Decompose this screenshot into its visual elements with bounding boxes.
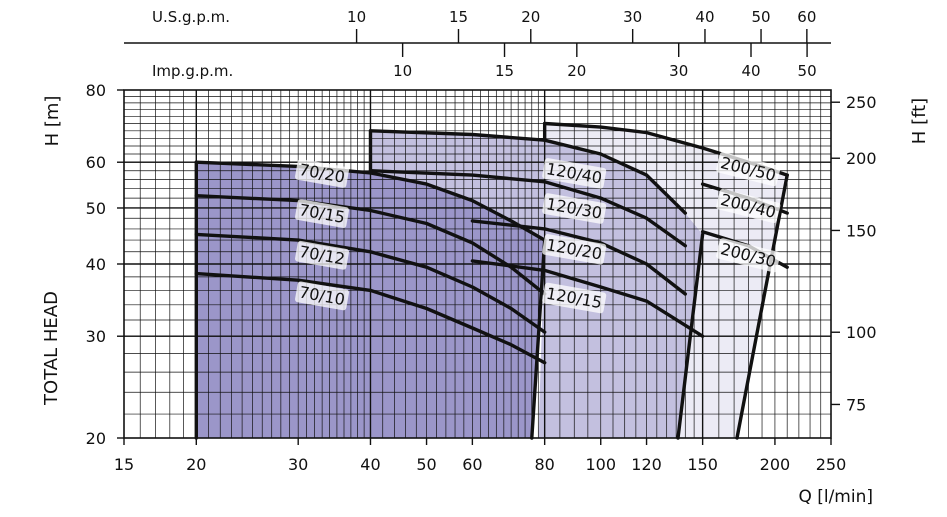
curve-120-30	[368, 169, 687, 248]
limit-line-1	[530, 238, 547, 440]
curve-label-bg	[542, 193, 607, 224]
top-axis-us-tick-label: 10	[347, 8, 366, 26]
curve-label-bg	[295, 199, 350, 228]
limit-line-2	[676, 232, 705, 440]
top-axis-us-label: U.S.g.p.m.	[152, 8, 230, 26]
top-axis-imp-tick-label: 50	[798, 62, 817, 80]
y2-tick-label: 150	[846, 221, 877, 240]
y2-tick-label: 100	[846, 323, 877, 342]
x-tick-label: 15	[114, 455, 134, 474]
curve-label-bg	[716, 151, 781, 187]
x-tick-label: 200	[760, 455, 791, 474]
y-tick-label: 80	[86, 81, 106, 100]
curve-120-15	[470, 259, 705, 338]
curve-label-bg	[716, 238, 781, 273]
top-axis-us-tick-label: 60	[797, 8, 816, 26]
top-axis-us-tick-label: 50	[751, 8, 770, 26]
y-tick-label: 40	[86, 255, 106, 274]
y-axis-left: TOTAL HEAD H [m] 20 30 40 50 60 80	[41, 81, 124, 448]
curve-label-bg	[542, 282, 607, 314]
curve-70-12	[194, 232, 547, 334]
curve-label-bg	[542, 158, 607, 189]
x-axis-label: Q [l/min]	[798, 487, 873, 507]
x-tick-label: 120	[631, 455, 662, 474]
x-tick-label: 100	[585, 455, 616, 474]
x-tick-label: 250	[816, 455, 847, 474]
y-tick-label: 60	[86, 153, 106, 172]
top-axis-us-tick-label: 30	[623, 8, 642, 26]
top-axis-imp-tick-label: 20	[567, 62, 586, 80]
x-tick-label: 20	[186, 455, 206, 474]
curve-label-bg	[716, 188, 781, 224]
top-axis-imp-tick-label: 10	[393, 62, 412, 80]
chart-grid	[123, 89, 832, 439]
curve-70-10	[194, 271, 547, 365]
curve-label-bg	[295, 281, 350, 311]
curve-label-bg	[295, 159, 350, 188]
curve-120-20	[470, 219, 687, 296]
y2-tick-label: 75	[846, 395, 866, 414]
x-tick-label: 30	[288, 455, 308, 474]
top-axis-us-tick-label: 20	[521, 8, 540, 26]
y-axis-right: H [ft] 75 100 150 200 250	[831, 93, 930, 414]
curve-120-40	[368, 129, 687, 215]
y-axis-right-unit: H [ft]	[909, 98, 930, 144]
curve-label-bg	[542, 234, 607, 265]
top-axis-imp-tick-label: 40	[741, 62, 760, 80]
y-tick-label: 30	[86, 327, 106, 346]
top-flow-axes: U.S.g.p.m. 10 15 20 30 40 50 60 Imp.g.p.m. 10 15 20…	[124, 8, 831, 80]
top-axis-us-tick-label: 15	[449, 8, 468, 26]
x-tick-label: 50	[416, 455, 436, 474]
x-axis: Q [l/min] 15 20 30 40 50 60 80 100 120 150 200 250	[114, 438, 873, 507]
x-tick-label: 60	[462, 455, 482, 474]
y-axis-left-unit: H [m]	[42, 96, 63, 147]
top-axis-imp-tick-label: 15	[495, 62, 514, 80]
y-tick-label: 20	[86, 429, 106, 448]
y2-tick-label: 200	[846, 149, 877, 168]
y-tick-label: 50	[86, 199, 106, 218]
curve-label-bg	[295, 240, 350, 270]
x-tick-label: 80	[534, 455, 554, 474]
top-axis-imp-label: Imp.g.p.m.	[152, 62, 233, 80]
y-axis-label: TOTAL HEAD	[41, 291, 62, 406]
x-tick-label: 150	[687, 455, 718, 474]
y2-tick-label: 250	[846, 93, 877, 112]
x-tick-label: 40	[360, 455, 380, 474]
limit-line-3	[735, 173, 789, 440]
top-axis-imp-tick-label: 30	[669, 62, 688, 80]
top-axis-us-tick-label: 40	[695, 8, 714, 26]
